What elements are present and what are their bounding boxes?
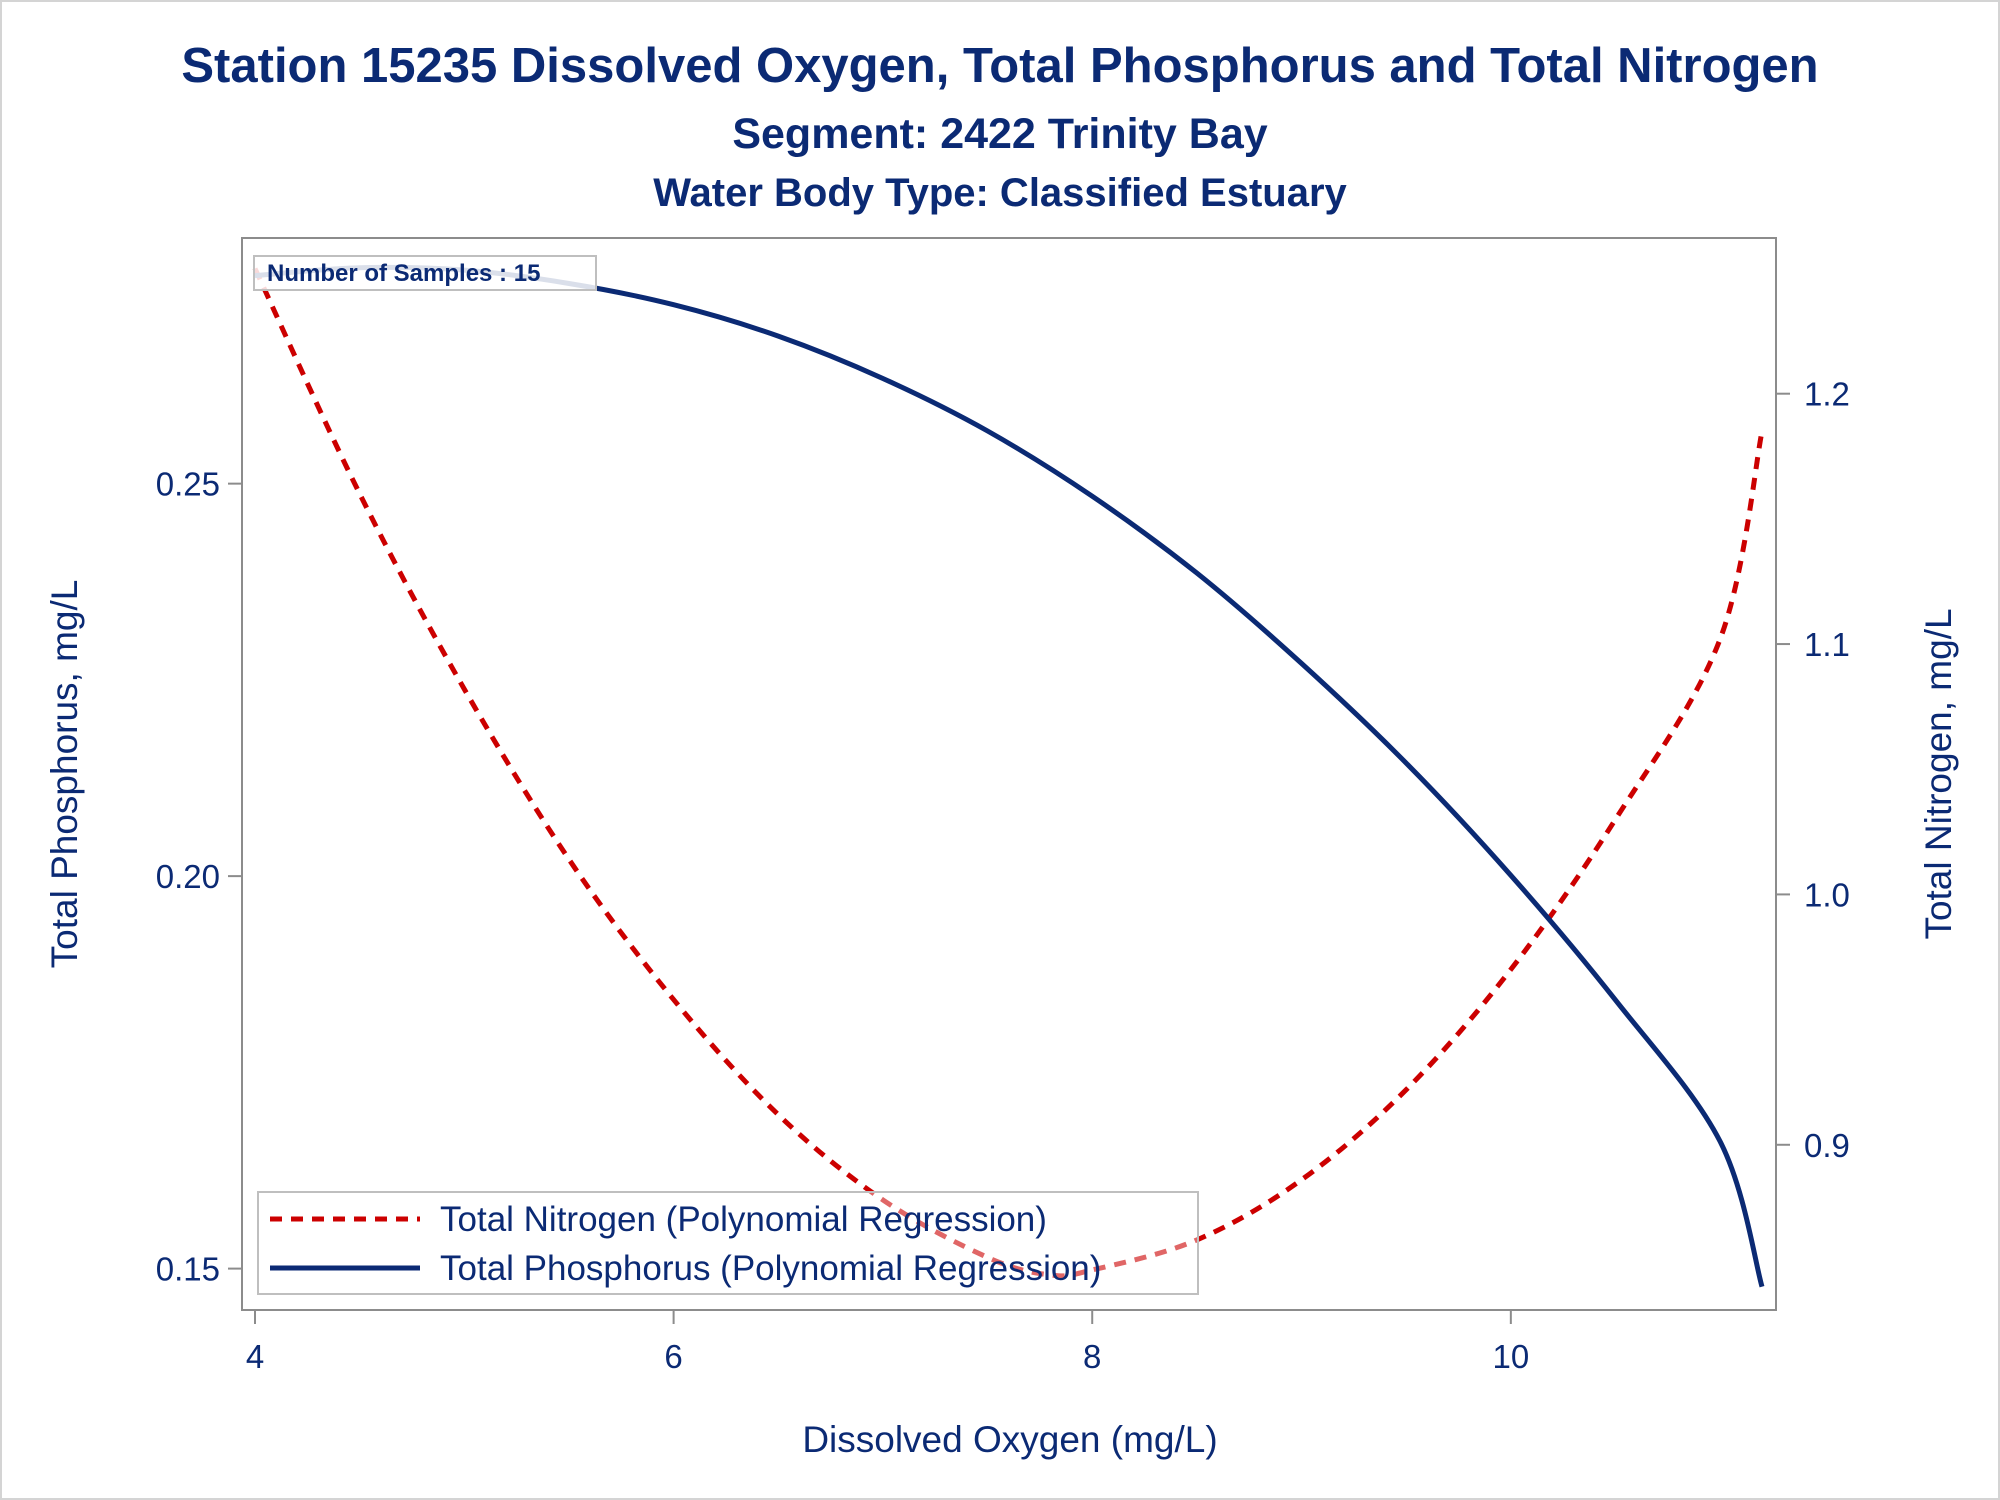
y-axis-left: 0.15 0.20 0.25 [156, 466, 242, 1288]
x-tick-label: 8 [1083, 1338, 1101, 1375]
y-right-tick-label: 1.2 [1804, 376, 1850, 413]
y-right-tick-label: 0.9 [1804, 1127, 1850, 1164]
y-left-tick-label: 0.15 [156, 1251, 220, 1288]
y-right-tick-label: 1.1 [1804, 626, 1850, 663]
chart-title: Station 15235 Dissolved Oxygen, Total Ph… [181, 39, 1818, 93]
legend-label-phosphorus: Total Phosphorus (Polynomial Regression) [440, 1249, 1101, 1288]
legend-label-nitrogen: Total Nitrogen (Polynomial Regression) [440, 1200, 1047, 1239]
x-tick-label: 10 [1492, 1338, 1529, 1375]
y-left-tick-label: 0.25 [156, 466, 220, 503]
water-body-subtitle: Water Body Type: Classified Estuary [653, 171, 1347, 215]
x-tick-label: 6 [664, 1338, 682, 1375]
x-axis: 4 6 8 10 [246, 1310, 1529, 1375]
x-axis-label: Dissolved Oxygen (mg/L) [802, 1419, 1217, 1460]
sample-count-box [253, 255, 597, 291]
y-axis-left-label: Total Phosphorus, mg/L [44, 580, 85, 969]
y-left-tick-label: 0.20 [156, 858, 220, 895]
plot-area [241, 237, 1777, 1311]
series-line-phosphorus [254, 264, 1765, 1288]
sample-count-label: Number of Samples : 15 [267, 260, 540, 287]
series-line-nitrogen [252, 267, 1765, 1279]
series-layer [252, 264, 1765, 1288]
segment-subtitle: Segment: 2422 Trinity Bay [732, 110, 1267, 158]
y-axis-right-label: Total Nitrogen, mg/L [1918, 608, 1959, 939]
legend [257, 1191, 1199, 1295]
y-axis-right: 0.9 1.0 1.1 1.2 [1776, 376, 1850, 1164]
x-tick-label: 4 [246, 1338, 264, 1375]
y-right-tick-label: 1.0 [1804, 876, 1850, 913]
